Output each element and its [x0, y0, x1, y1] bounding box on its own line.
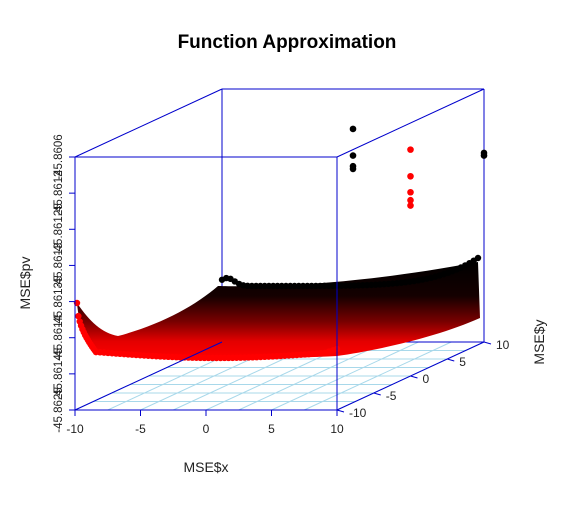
z-tick-label: -45.8625 — [53, 387, 65, 432]
x-tick-label: -10 — [66, 422, 84, 436]
x-tick-label: 10 — [330, 422, 344, 436]
surface-body — [77, 262, 480, 359]
y-tick-label: 5 — [459, 355, 466, 369]
y-tick — [483, 341, 492, 345]
spike-point — [407, 146, 414, 153]
point-red — [75, 312, 82, 320]
spike-point — [407, 196, 414, 204]
y-tick — [447, 358, 455, 362]
point-black — [474, 254, 482, 262]
y-tick-label: -5 — [386, 389, 397, 403]
y-tick — [336, 409, 345, 413]
tick-marks — [69, 156, 492, 416]
z-axis-label: MSE$pv — [17, 257, 33, 310]
y-tick-label: -10 — [349, 406, 367, 420]
grid-line-x — [238, 341, 386, 411]
spike-point — [349, 152, 357, 159]
spike-point — [407, 188, 414, 196]
y-tick-labels: -10 -5 0 5 10 — [349, 338, 510, 420]
spike-point — [349, 165, 357, 173]
spike-point — [349, 125, 357, 133]
y-tick — [410, 375, 418, 379]
z-tick-label: -45.8613 — [53, 243, 65, 288]
grid-line-x — [304, 341, 452, 411]
data-points — [73, 125, 488, 362]
spike-point — [407, 172, 414, 180]
z-tick-label: -45.86135 — [53, 276, 65, 328]
grid-line-x — [271, 341, 419, 411]
y-tick-label: 10 — [496, 338, 510, 352]
x-axis-label: MSE$x — [183, 459, 228, 475]
y-axis-label: MSE$y — [531, 319, 547, 364]
x-tick-label: -5 — [135, 422, 146, 436]
x-tick-labels: -10 -5 0 5 10 — [66, 422, 344, 436]
z-tick-label: -45.8606 — [53, 134, 65, 179]
chart-title: Function Approximation — [178, 32, 397, 53]
z-tick-label: -45.86145 — [53, 348, 65, 400]
y-tick — [373, 392, 381, 396]
z-tick-labels: -45.8625-45.86145-45.8614-45.86135-45.86… — [53, 134, 65, 432]
z-tick-label: -45.86125 — [53, 203, 65, 255]
x-tick-label: 5 — [268, 422, 275, 436]
x-tick-label: 0 — [203, 422, 210, 436]
z-tick-label: -45.8614 — [53, 314, 65, 360]
point-red — [92, 348, 100, 356]
spike-point — [480, 152, 488, 159]
y-tick-label: 0 — [423, 372, 430, 386]
spike-point — [407, 202, 414, 209]
box-front-edges — [74, 156, 485, 411]
z-tick-label: -45.8612 — [53, 170, 65, 215]
